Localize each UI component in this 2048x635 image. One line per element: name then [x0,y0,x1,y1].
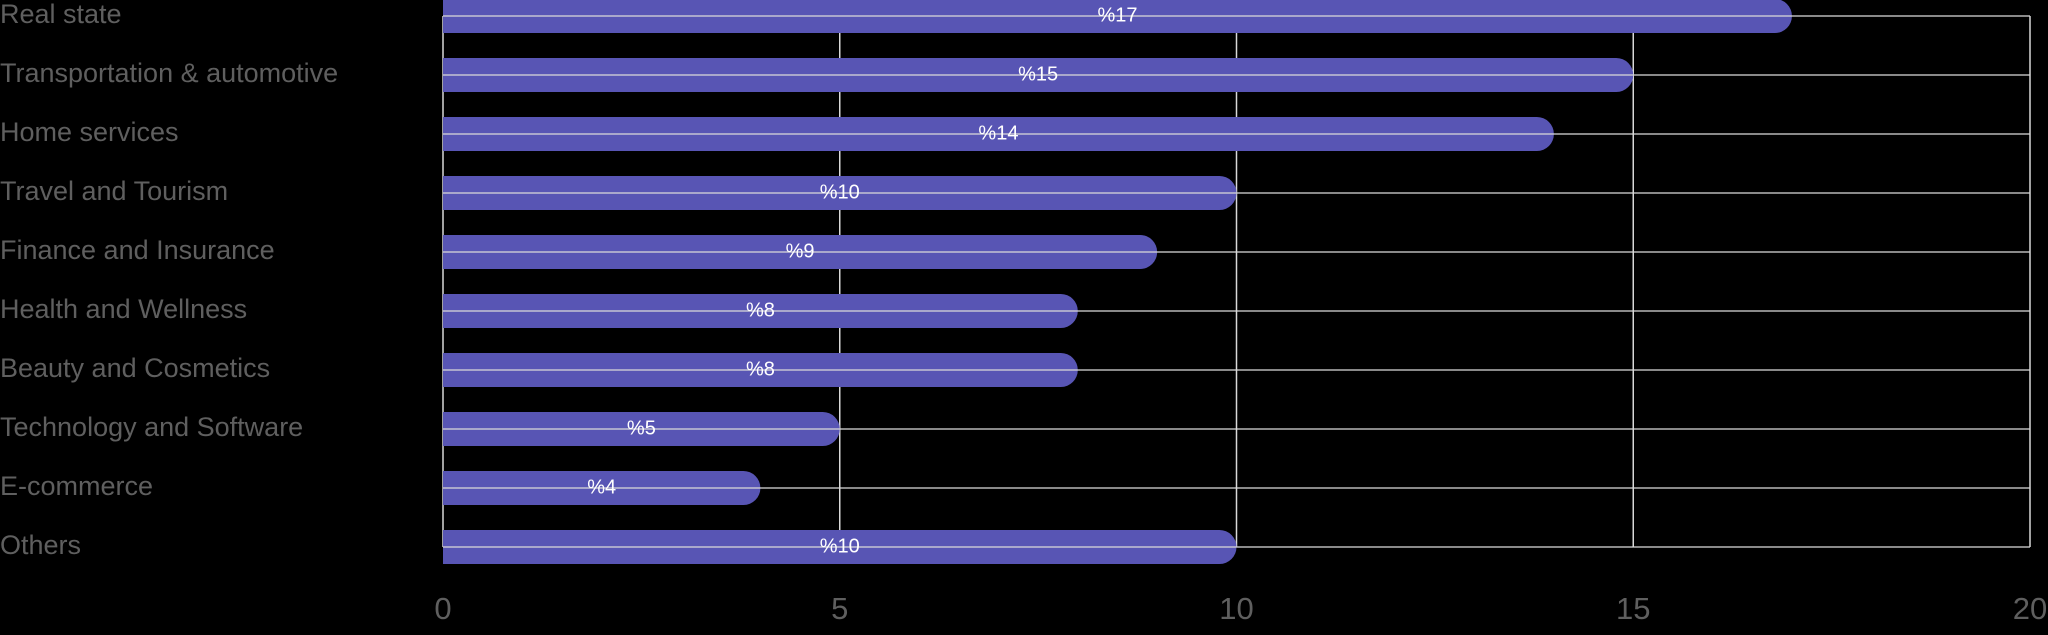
value-label: %15 [1018,63,1058,85]
x-tick-label: 0 [434,591,451,626]
value-label: %9 [786,240,815,262]
x-tick-label: 15 [1616,591,1650,626]
category-label: Beauty and Cosmetics [0,353,270,383]
x-tick-label: 5 [831,591,848,626]
category-label: Travel and Tourism [0,176,228,206]
category-label: Finance and Insurance [0,235,275,265]
value-label: %4 [587,476,616,498]
category-label: Home services [0,117,179,147]
category-label: E-commerce [0,471,153,501]
value-label: %10 [820,535,860,557]
value-label: %8 [746,358,775,380]
category-label: Real state [0,0,122,29]
value-label: %5 [627,417,656,439]
x-tick-label: 10 [1219,591,1253,626]
category-label: Transportation & automotive [0,58,338,88]
value-label: %17 [1097,4,1137,26]
category-label: Health and Wellness [0,294,247,324]
value-label: %10 [820,181,860,203]
x-tick-label: 20 [2013,591,2047,626]
value-label: %8 [746,299,775,321]
category-label: Others [0,530,81,560]
value-label: %14 [978,122,1018,144]
category-label: Technology and Software [0,412,303,442]
